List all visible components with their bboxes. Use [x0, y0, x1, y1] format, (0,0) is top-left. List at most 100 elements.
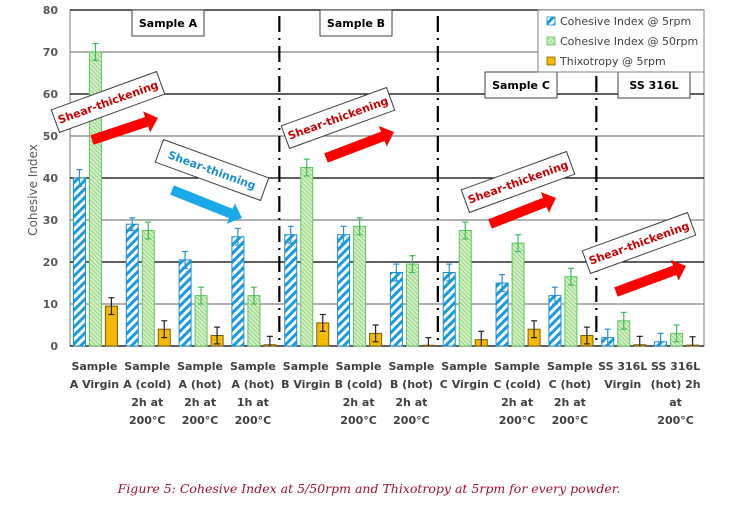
bar-ci-50rpm: [564, 276, 578, 347]
error-bar: [567, 267, 574, 286]
bar-ci-50rpm: [353, 225, 367, 347]
legend-swatch: [546, 16, 556, 26]
error-bar: [409, 255, 416, 274]
group-label-box: Sample A: [131, 9, 205, 37]
legend-label: Cohesive Index @ 50rpm: [560, 35, 698, 48]
shear-thickening-annotation: Shear-thickening: [280, 86, 396, 163]
x-tick-label-line: C Virgin: [440, 378, 489, 391]
bar-ci-5rpm: [337, 234, 351, 347]
x-tick-label-line: 2h at: [501, 396, 533, 409]
group-label: Sample A: [139, 17, 198, 30]
arrow-icon: [324, 126, 395, 163]
x-tick-label-line: 200°C: [235, 414, 272, 427]
error-bar: [92, 42, 99, 62]
error-bar: [673, 324, 680, 343]
x-tick-label: Sample A (cold) 2h at 200°C: [123, 360, 171, 427]
group-label-frame: [319, 9, 393, 37]
error-bar: [214, 326, 221, 345]
annotation-frame: [460, 150, 576, 214]
error-bar: [319, 313, 326, 332]
bar-ci-5rpm: [178, 259, 192, 347]
bar-ci-50rpm: [141, 230, 155, 347]
shear-thinning-annotation: Shear-thinning: [154, 138, 270, 224]
group-label: Sample C: [492, 79, 550, 92]
error-bar: [250, 286, 257, 305]
x-tick-label-line: SS 316L: [598, 360, 647, 373]
x-tick-label-line: Virgin: [604, 378, 641, 391]
error-bar: [478, 330, 485, 346]
bar-ci-5rpm: [284, 234, 298, 347]
x-tick-label: Sample C (cold) 2h at 200°C: [493, 360, 541, 427]
annotation-frame: [280, 86, 396, 150]
group-label: SS 316L: [629, 79, 678, 92]
x-tick-label-line: Sample: [230, 360, 276, 373]
error-bar: [129, 217, 136, 232]
bar-ci-50rpm: [300, 167, 314, 347]
legend-label: Cohesive Index @ 5rpm: [560, 15, 691, 28]
figure-caption: Figure 5: Cohesive Index at 5/50rpm and …: [117, 481, 621, 496]
bar-ci-50rpm: [458, 230, 472, 347]
group-label-box: Sample C: [484, 71, 558, 99]
x-tick-label-line: 200°C: [393, 414, 430, 427]
x-tick-label-line: 200°C: [552, 414, 589, 427]
bar-ci-5rpm: [495, 282, 509, 347]
error-bar: [462, 221, 469, 240]
error-bar: [76, 169, 83, 187]
x-tick-label-line: 1h at: [237, 396, 269, 409]
x-tick-label-line: Sample: [177, 360, 223, 373]
arrow-icon: [614, 259, 686, 297]
annotation-frame: [50, 70, 166, 134]
error-bar: [604, 328, 611, 346]
x-tick-label: Sample B Virgin: [281, 360, 330, 391]
x-tick-label: SS 316L (hot) 2h at 200°C: [651, 360, 701, 427]
y-axis-title: Cohesive Index: [26, 144, 40, 236]
annotation-label-box: Shear-thickening: [460, 150, 576, 214]
group-label-frame: [131, 9, 205, 37]
arrow-shape: [324, 126, 395, 163]
x-tick-label-line: 2h at: [131, 396, 163, 409]
legend-swatch: [546, 36, 556, 46]
cohesive-index-chart: Sample A Sample B Sample C SS 316L Cohesive …: [26, 4, 705, 427]
error-bar: [161, 320, 168, 339]
y-tick-label: 0: [50, 340, 58, 353]
bar-ci-50rpm: [405, 263, 419, 347]
y-tick-label: 60: [43, 88, 59, 101]
x-tick-label-line: 200°C: [499, 414, 536, 427]
x-tick-label: SS 316L Virgin: [598, 360, 647, 391]
arrow-icon: [90, 111, 158, 145]
x-tick-label-line: Sample: [494, 360, 540, 373]
x-tick-label-line: 200°C: [182, 414, 219, 427]
annotation-frame: [154, 138, 270, 202]
error-bar: [356, 217, 363, 236]
error-bar: [446, 263, 453, 282]
x-tick-label-line: Sample: [547, 360, 593, 373]
error-bar: [145, 221, 152, 240]
error-bar: [108, 297, 115, 316]
shear-thickening-annotation: Shear-thickening: [460, 150, 576, 229]
bar-ci-5rpm: [389, 272, 403, 347]
arrow-shape: [488, 192, 557, 229]
error-bar: [425, 337, 432, 346]
x-tick-label-line: 2h at: [395, 396, 427, 409]
legend-frame: [537, 9, 705, 73]
x-tick-label-line: C (cold): [493, 378, 541, 391]
shear-thickening-annotation: Shear-thickening: [50, 70, 166, 145]
x-tick-label-line: 200°C: [129, 414, 166, 427]
error-bar: [636, 335, 643, 346]
x-tick-label: Sample B (cold) 2h at 200°C: [335, 360, 383, 427]
error-bar: [198, 286, 205, 305]
x-tick-label-line: SS 316L: [651, 360, 700, 373]
y-tick-label: 50: [43, 130, 59, 143]
x-tick-label-line: Sample: [71, 360, 117, 373]
x-tick-label-line: A (cold): [123, 378, 171, 391]
x-tick-label-line: A (hot): [179, 378, 222, 391]
annotation-frame: [581, 211, 697, 275]
legend-swatch: [546, 56, 556, 66]
x-tick-label-line: Sample: [283, 360, 329, 373]
error-bar: [515, 234, 522, 253]
y-tick-label: 40: [43, 172, 59, 185]
error-bar: [499, 274, 506, 292]
x-tick-label: Sample A (hot) 1h at 200°C: [230, 360, 276, 427]
y-tick-label: 20: [43, 256, 59, 269]
x-tick-label-line: 2h at: [343, 396, 375, 409]
